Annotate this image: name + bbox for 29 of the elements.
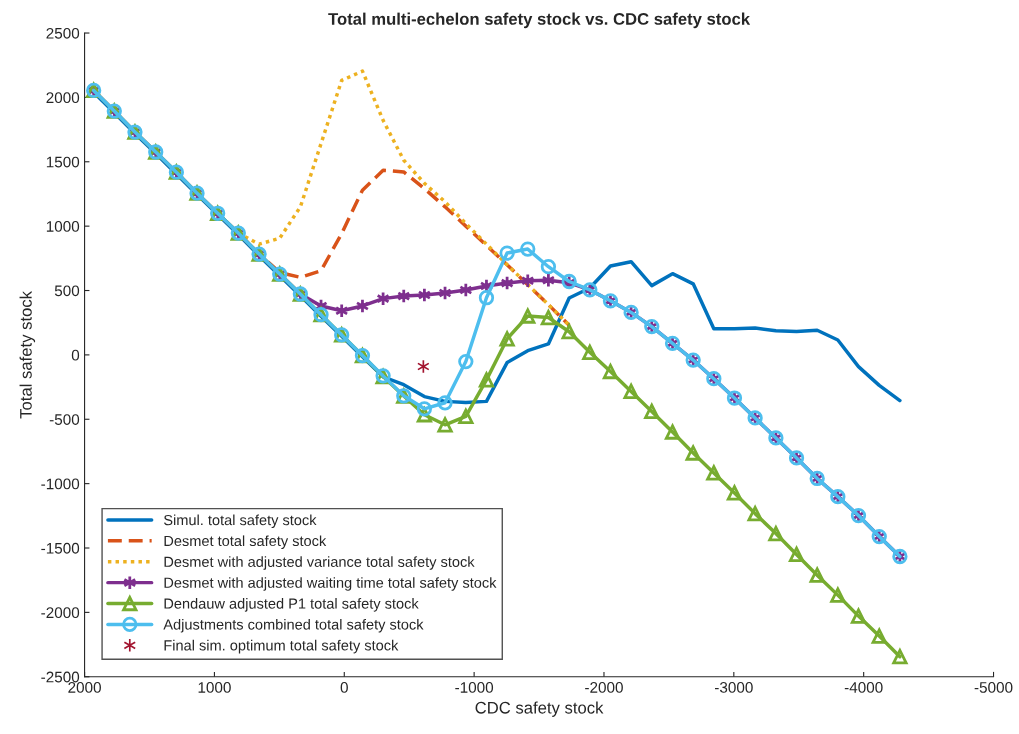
y-tick-label: -1500 xyxy=(41,542,80,554)
chart-title: Total multi-echelon safety stock vs. CDC safety stock xyxy=(328,12,751,29)
y-axis-title: Total safety stock xyxy=(19,290,36,419)
x-axis-title: CDC safety stock xyxy=(475,701,604,717)
y-tick-label: 1500 xyxy=(46,156,80,168)
legend-label: Final sim. optimum total safety stock xyxy=(164,639,399,654)
x-tick-label: 0 xyxy=(340,682,348,693)
y-tick-label: 2000 xyxy=(46,92,80,104)
x-tick-label: -3000 xyxy=(714,682,753,693)
legend-label: Dendauw adjusted P1 total safety stock xyxy=(164,598,419,612)
y-tick-label: -500 xyxy=(49,414,80,425)
x-tick-label: -2000 xyxy=(585,682,623,693)
x-tick-label: 1000 xyxy=(198,682,231,693)
y-tick-label: 500 xyxy=(54,285,80,297)
x-tick-label: -4000 xyxy=(844,682,883,693)
x-tick-label: -5000 xyxy=(974,682,1013,693)
y-tick-label: 1000 xyxy=(46,221,80,232)
legend-label: Desmet with adjusted waiting time total safety stock xyxy=(164,577,497,591)
y-tick-label: 2500 xyxy=(46,27,80,39)
legend-label: Simul. total safety stock xyxy=(163,514,317,529)
x-tick-label: 2000 xyxy=(68,682,101,693)
y-tick-label: 0 xyxy=(71,349,80,361)
x-tick-label: -1000 xyxy=(455,682,494,693)
legend-label: Adjustments combined total safety stock xyxy=(163,618,424,633)
legend-label: Desmet total safety stock xyxy=(164,535,327,549)
y-tick-label: -2000 xyxy=(41,607,80,619)
y-tick-label: -2500 xyxy=(41,671,80,683)
legend-label: Desmet with adjusted variance total safety stock xyxy=(164,556,475,570)
y-tick-label: -1000 xyxy=(41,478,80,490)
